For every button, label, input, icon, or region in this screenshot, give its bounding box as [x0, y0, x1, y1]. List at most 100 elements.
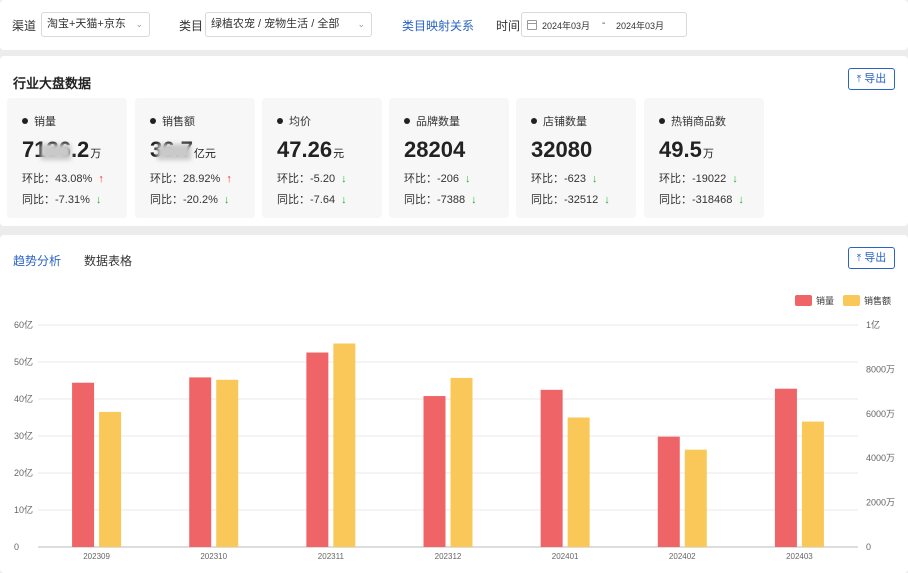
right-axis-tick-label: 1亿	[866, 319, 880, 330]
metric-mom: 环比：43.08% ↑	[22, 173, 104, 185]
arrow-down-icon: ↓	[738, 194, 744, 206]
left-axis-tick-label: 60亿	[14, 319, 33, 330]
export-button[interactable]: ⤒ 导出	[848, 247, 895, 269]
right-axis-tick-label: 6000万	[866, 409, 895, 419]
tab-trend-analysis[interactable]: 趋势分析	[13, 254, 62, 268]
arrow-down-icon: ↓	[465, 173, 471, 185]
date-start: 2024年03月	[542, 21, 591, 31]
metric-label: 店铺数量	[543, 116, 587, 128]
right-axis-tick-label: 4000万	[866, 453, 895, 463]
metric-label: 热销商品数	[671, 116, 726, 128]
metric-value: 32080	[531, 137, 593, 162]
bar-sales-amount	[216, 379, 239, 547]
metric-card-hot-items: 热销商品数 49.5万 环比：-19022 ↓ 同比：-318468 ↓	[644, 98, 764, 218]
metric-card-shop-count: 店铺数量 32080 环比：-623 ↓ 同比：-32512 ↓	[516, 98, 636, 218]
metric-yoy: 同比：-7.64 ↓	[277, 194, 347, 206]
channel-select[interactable]: 淘宝+天猫+京东 ⌄	[41, 12, 150, 37]
left-axis-tick-label: 40亿	[14, 393, 33, 404]
bar-sales-volume	[423, 396, 446, 547]
right-axis-tick-label: 8000万	[866, 364, 895, 374]
bullet-icon	[531, 118, 537, 124]
arrow-down-icon: ↓	[471, 194, 477, 206]
bar-sales-amount	[567, 417, 590, 547]
bar-sales-amount	[450, 377, 473, 547]
legend-label: 销售额	[864, 295, 891, 306]
trend-panel: 趋势分析 数据表格 ⤒ 导出 0 10亿 20亿 30亿 40亿 50亿 60亿 0 2000万 4…	[0, 235, 908, 573]
metric-mom: 环比：-623 ↓	[531, 173, 598, 185]
right-axis-tick-label: 0	[866, 542, 871, 552]
export-label: 导出	[864, 252, 887, 264]
bar-sales-amount	[684, 449, 707, 547]
bullet-icon	[404, 118, 410, 124]
export-label: 导出	[864, 73, 887, 85]
redaction-blur	[41, 144, 71, 160]
metric-label: 销售额	[162, 116, 195, 128]
time-label: 时间	[496, 19, 521, 33]
bar-sales-volume	[72, 382, 95, 547]
left-axis-tick-label: 0	[14, 542, 19, 552]
arrow-up-icon: ↑	[98, 173, 104, 185]
metric-value: 47.26元	[277, 137, 345, 162]
arrow-down-icon: ↓	[95, 194, 102, 206]
left-axis-tick-label: 30亿	[14, 430, 33, 441]
arrow-down-icon: ↓	[341, 194, 347, 206]
section-title: 行业大盘数据	[13, 76, 92, 91]
legend-swatch	[795, 295, 812, 306]
channel-value: 淘宝+天猫+京东	[47, 18, 126, 30]
bar-sales-volume	[189, 377, 212, 547]
redaction-blur	[157, 144, 191, 160]
chevron-down-icon: ⌄	[135, 19, 143, 29]
tab-data-table[interactable]: 数据表格	[84, 254, 133, 268]
upload-icon: ⤒	[856, 253, 862, 264]
category-label: 类目	[179, 19, 204, 33]
metric-label: 均价	[289, 116, 311, 128]
arrow-down-icon: ↓	[732, 173, 738, 185]
metric-yoy: 同比：-318468 ↓	[659, 194, 744, 206]
industry-overview-panel: 行业大盘数据 ⤒导出 销量 7136.2万 环比：43.08%↑ 同比：-7.3…	[0, 56, 908, 226]
x-axis-tick-label: 202401	[552, 552, 579, 561]
category-value: 绿植农宠 / 宠物生活 / 全部	[211, 18, 340, 30]
bar-sales-volume	[657, 436, 680, 547]
metric-yoy: 同比：-7388 ↓	[404, 194, 477, 206]
metric-mom: 环比：28.92% ↑	[150, 173, 232, 185]
arrow-down-icon: ↓	[341, 173, 347, 185]
metric-label: 品牌数量	[416, 116, 460, 128]
metric-card-brand-count: 品牌数量 28204 环比：-206 ↓ 同比：-7388 ↓	[389, 98, 509, 218]
metric-mom: 环比：-5.20 ↓	[277, 173, 347, 185]
upload-icon: ⤒	[856, 74, 862, 85]
calendar-icon	[527, 20, 537, 30]
metric-card-sales-amount: 销售额 36.7亿元 环比：28.92%↑ 同比：-20.2%↓	[135, 98, 255, 218]
arrow-up-icon: ↑	[226, 173, 232, 185]
metric-value: 49.5万	[659, 137, 714, 162]
metric-mom: 环比：-19022 ↓	[659, 173, 738, 185]
date-range-picker[interactable]: 2024年03月 - 2024年03月	[521, 12, 687, 37]
metric-yoy: 同比：-32512 ↓	[531, 194, 610, 206]
category-mapping-link[interactable]: 类目映射关系	[402, 19, 475, 33]
channel-label: 渠道	[12, 19, 37, 33]
right-axis-tick-label: 2000万	[866, 498, 895, 508]
x-axis-tick-label: 202311	[318, 552, 345, 561]
bullet-icon	[659, 118, 665, 124]
x-axis-tick-label: 202312	[435, 552, 462, 561]
export-button[interactable]: ⤒ 导出	[848, 68, 895, 90]
metric-value: 28204	[404, 137, 466, 162]
metric-card-avg-price: 均价 47.26元 环比：-5.20 ↓ 同比：-7.64 ↓	[262, 98, 382, 218]
x-axis-tick-label: 202310	[200, 552, 227, 561]
category-select[interactable]: 绿植农宠 / 宠物生活 / 全部 ⌄	[205, 12, 372, 37]
metric-card-sales-volume: 销量 7136.2万 环比：43.08%↑ 同比：-7.31%↓	[7, 98, 127, 218]
bar-sales-amount	[99, 411, 122, 547]
bar-sales-volume	[540, 389, 563, 547]
metric-mom: 环比：-206 ↓	[404, 173, 471, 185]
bullet-icon	[277, 118, 283, 124]
metric-yoy: 同比：-7.31% ↓	[22, 194, 102, 206]
trend-bar-chart: 0 10亿 20亿 30亿 40亿 50亿 60亿 0 2000万 4000万 6000万 8000万…	[14, 295, 895, 561]
legend-swatch	[843, 295, 860, 306]
x-axis-tick-label: 202403	[786, 552, 813, 561]
left-axis-tick-label: 10亿	[14, 504, 33, 515]
x-axis-tick-label: 202309	[83, 552, 110, 561]
arrow-down-icon: ↓	[223, 194, 230, 206]
chevron-down-icon: ⌄	[357, 19, 365, 29]
date-separator: -	[602, 18, 606, 29]
filter-bar: 渠道 淘宝+天猫+京东 ⌄ 类目 绿植农宠 / 宠物生活 / 全部 ⌄ 类目映射…	[0, 0, 908, 50]
left-axis-tick-label: 20亿	[14, 467, 33, 478]
